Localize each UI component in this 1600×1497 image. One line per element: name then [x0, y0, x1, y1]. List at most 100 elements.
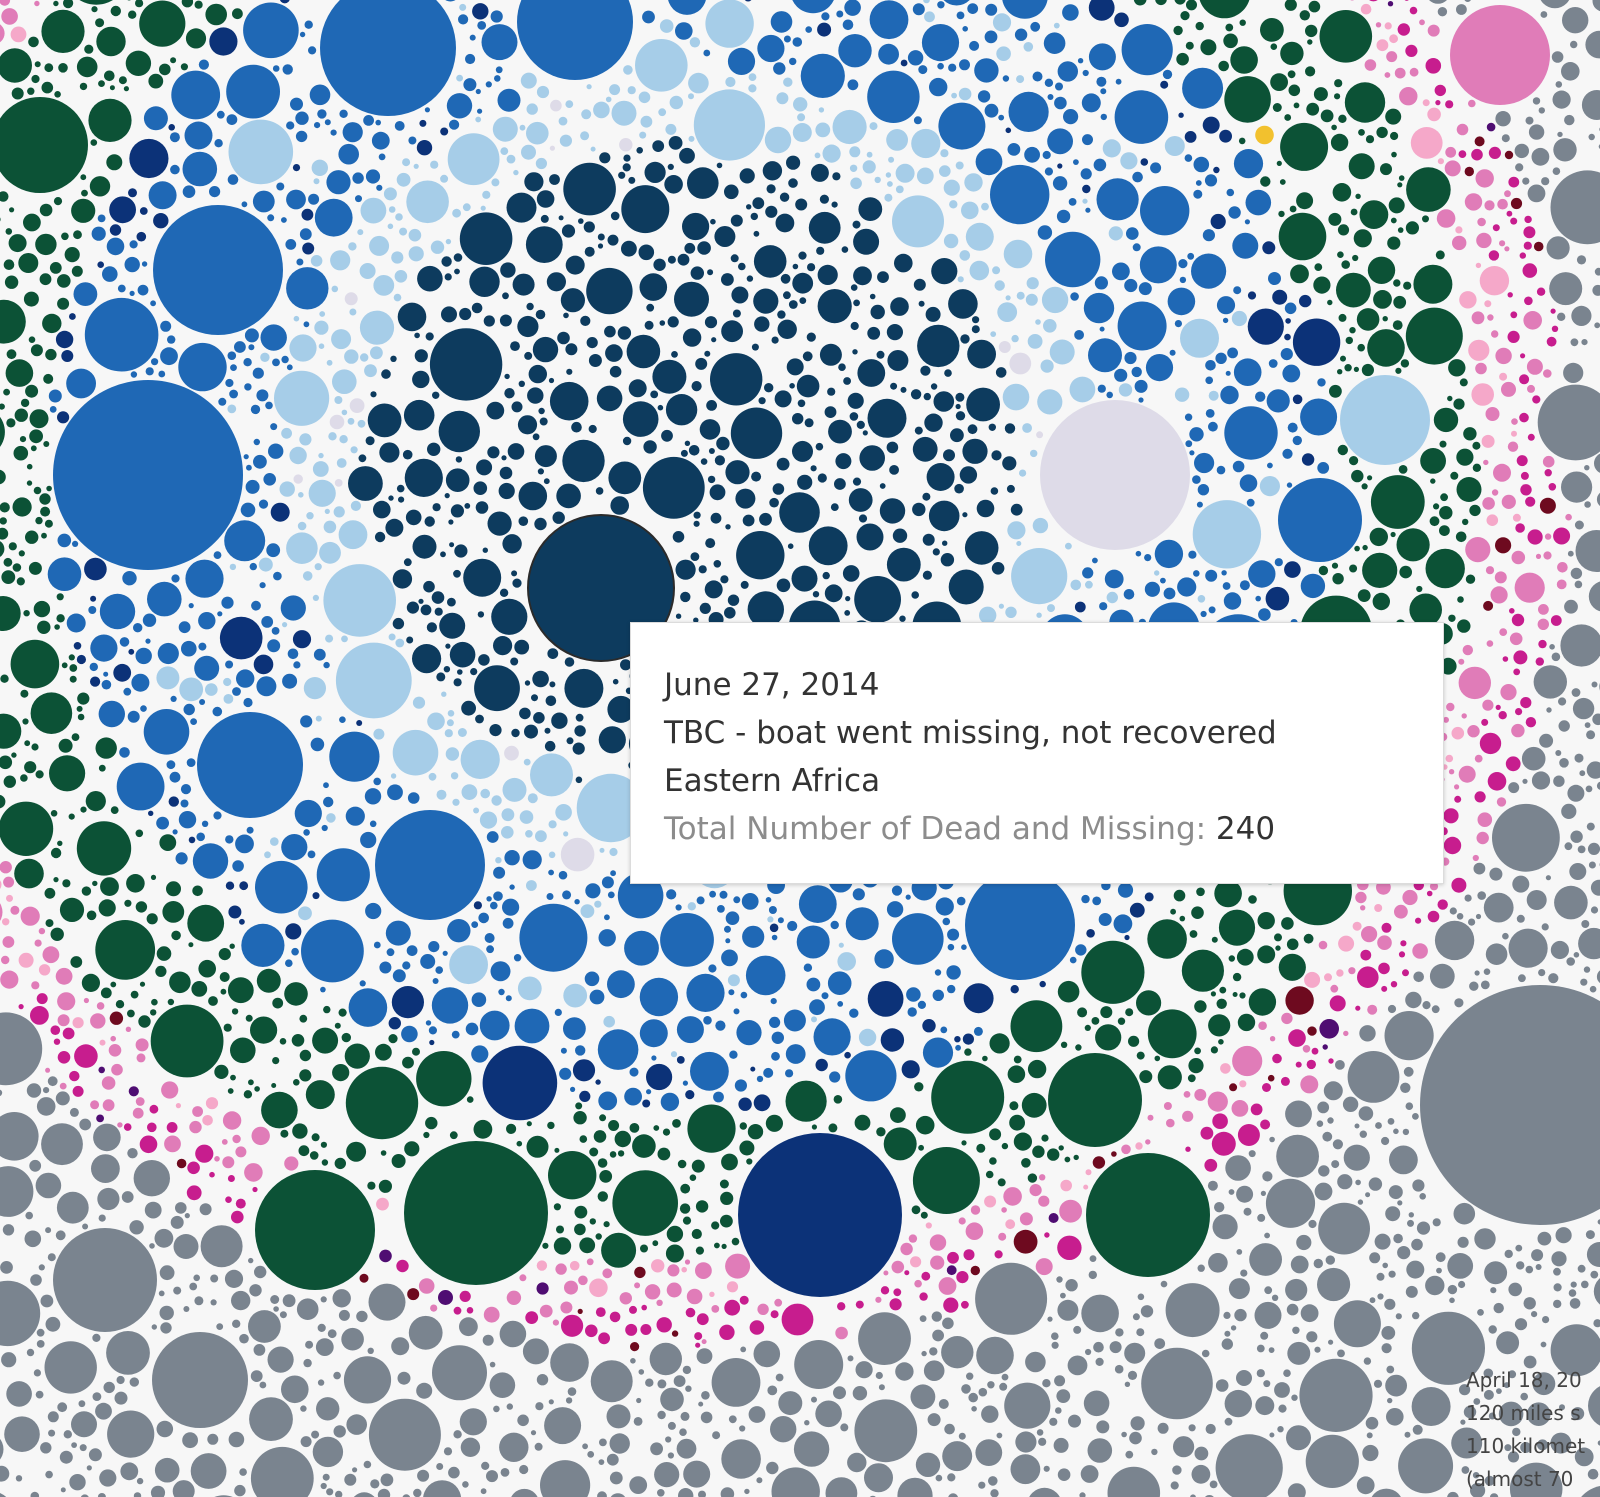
bubble[interactable]	[1483, 600, 1494, 611]
bubble[interactable]	[1533, 665, 1568, 699]
bubble[interactable]	[1481, 434, 1495, 448]
bubble[interactable]	[461, 700, 476, 716]
bubble[interactable]	[423, 1480, 462, 1497]
bubble[interactable]	[915, 1115, 935, 1135]
bubble[interactable]	[478, 654, 490, 666]
bubble[interactable]	[522, 1338, 549, 1365]
bubble[interactable]	[282, 1294, 296, 1308]
bubble[interactable]	[862, 160, 876, 174]
bubble[interactable]	[489, 1361, 496, 1368]
bubble[interactable]	[1381, 922, 1392, 933]
bubble[interactable]	[792, 37, 803, 47]
bubble[interactable]	[918, 1144, 924, 1151]
bubble[interactable]	[453, 1430, 462, 1439]
bubble[interactable]	[84, 297, 159, 372]
bubble[interactable]	[877, 271, 889, 283]
bubble[interactable]	[852, 349, 858, 355]
bubble[interactable]	[1057, 163, 1063, 169]
bubble[interactable]	[1038, 1437, 1047, 1446]
bubble[interactable]	[1040, 359, 1054, 373]
bubble[interactable]	[786, 155, 801, 170]
bubble[interactable]	[719, 890, 728, 899]
bubble[interactable]	[225, 378, 234, 388]
bubble[interactable]	[405, 509, 422, 526]
bubble[interactable]	[241, 201, 248, 208]
bubble[interactable]	[719, 1324, 735, 1341]
bubble[interactable]	[1528, 124, 1545, 140]
bubble[interactable]	[1361, 363, 1374, 377]
bubble[interactable]	[1544, 469, 1552, 477]
bubble[interactable]	[575, 1045, 586, 1056]
bubble[interactable]	[854, 1399, 918, 1463]
bubble[interactable]	[77, 692, 90, 705]
bubble[interactable]	[778, 1391, 803, 1416]
bubble[interactable]	[1229, 1083, 1238, 1092]
bubble[interactable]	[432, 1345, 487, 1401]
bubble[interactable]	[840, 1423, 849, 1432]
bubble[interactable]	[1356, 1476, 1375, 1495]
bubble[interactable]	[588, 424, 597, 434]
bubble[interactable]	[428, 1026, 437, 1035]
bubble[interactable]	[135, 0, 144, 8]
bubble[interactable]	[745, 955, 786, 996]
bubble[interactable]	[920, 1211, 928, 1219]
bubble[interactable]	[733, 1008, 740, 1015]
bubble[interactable]	[717, 905, 725, 913]
bubble[interactable]	[916, 167, 934, 185]
bubble[interactable]	[597, 243, 604, 249]
bubble[interactable]	[604, 325, 616, 338]
bubble[interactable]	[608, 1120, 620, 1131]
bubble[interactable]	[466, 1096, 474, 1103]
bubble[interactable]	[1260, 1331, 1269, 1340]
bubble[interactable]	[128, 10, 137, 19]
bubble[interactable]	[1182, 1110, 1194, 1122]
bubble[interactable]	[1145, 354, 1174, 382]
bubble[interactable]	[727, 974, 740, 987]
bubble[interactable]	[311, 1133, 320, 1142]
bubble[interactable]	[1129, 1431, 1142, 1445]
bubble[interactable]	[1005, 606, 1017, 618]
bubble[interactable]	[1230, 1325, 1237, 1331]
bubble[interactable]	[311, 1430, 320, 1439]
bubble[interactable]	[387, 223, 394, 230]
bubble[interactable]	[1403, 281, 1412, 290]
bubble[interactable]	[1501, 494, 1516, 509]
bubble[interactable]	[1267, 462, 1273, 469]
bubble[interactable]	[327, 1329, 337, 1339]
bubble[interactable]	[673, 1375, 686, 1387]
bubble[interactable]	[1551, 51, 1564, 63]
bubble[interactable]	[1584, 501, 1591, 508]
bubble[interactable]	[1404, 0, 1410, 1]
bubble[interactable]	[1390, 981, 1398, 988]
bubble[interactable]	[640, 1244, 648, 1253]
bubble[interactable]	[1434, 920, 1475, 961]
bubble[interactable]	[689, 37, 701, 48]
bubble[interactable]	[1477, 891, 1486, 900]
bubble[interactable]	[1173, 1436, 1195, 1458]
bubble[interactable]	[1063, 109, 1079, 125]
bubble[interactable]	[567, 1387, 577, 1396]
bubble[interactable]	[1240, 1269, 1248, 1277]
bubble[interactable]	[29, 1159, 42, 1172]
bubble[interactable]	[457, 728, 467, 737]
bubble[interactable]	[875, 1296, 882, 1303]
bubble[interactable]	[1585, 1230, 1595, 1240]
bubble[interactable]	[875, 1371, 883, 1380]
bubble[interactable]	[1457, 619, 1471, 633]
bubble[interactable]	[1094, 276, 1108, 290]
bubble[interactable]	[0, 1261, 13, 1274]
bubble[interactable]	[1453, 1202, 1476, 1225]
bubble[interactable]	[887, 181, 893, 187]
bubble[interactable]	[228, 1431, 245, 1448]
bubble[interactable]	[403, 399, 435, 431]
bubble[interactable]	[751, 471, 762, 482]
bubble[interactable]	[36, 1328, 45, 1337]
bubble[interactable]	[1351, 469, 1364, 483]
bubble[interactable]	[466, 1307, 474, 1314]
bubble[interactable]	[1088, 43, 1116, 71]
bubble[interactable]	[1335, 1060, 1345, 1070]
bubble[interactable]	[189, 1120, 202, 1134]
bubble[interactable]	[1056, 1389, 1071, 1403]
bubble[interactable]	[1092, 1156, 1106, 1169]
bubble[interactable]	[1047, 604, 1055, 613]
